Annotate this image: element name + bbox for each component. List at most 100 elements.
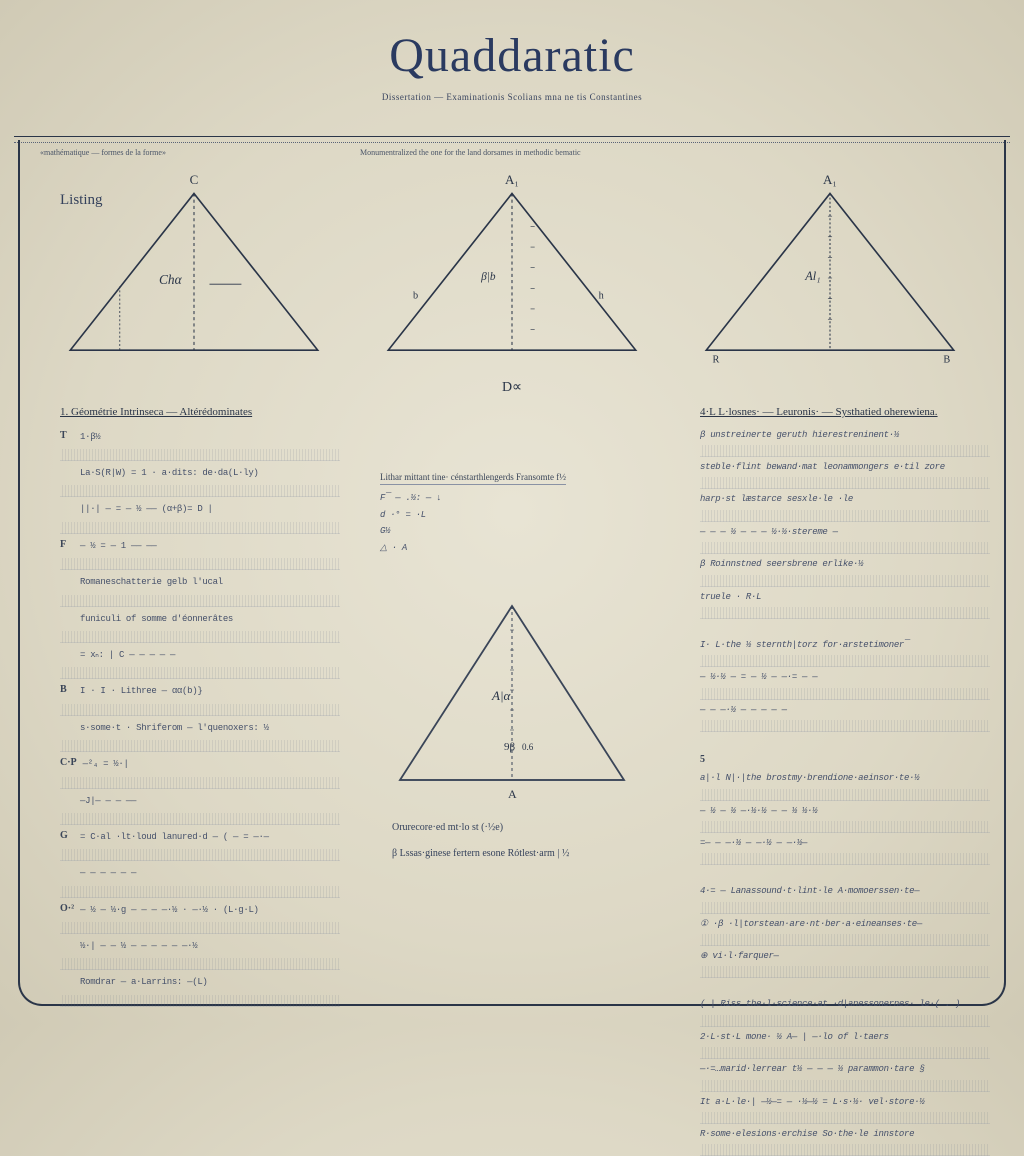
left-item: La·S(R|W) = 1 · a·dits: de·da(L·ly) — [60, 464, 340, 482]
svg-text:R: R — [712, 355, 719, 366]
right-line: — — — ½ — — — ½·½·stereme — — [700, 525, 990, 539]
right-line: β unstreinerte geruth hierestreninent·½ — [700, 428, 990, 442]
center-triangle: A|α 9β 0.6 A — [392, 600, 632, 800]
left-item-text: Romaneschatterie gelb l'ucal — [80, 575, 223, 589]
left-item-text: —J|— — — —— — [80, 794, 136, 808]
left-item: Romdrar — a·Larrins: —(L) — [60, 973, 340, 991]
scribble-line — [700, 966, 990, 978]
left-item: funiculi of somme d'éonnerâtes — [60, 610, 340, 628]
left-item: O·²— ½ — ½·g — — — —·½ · —·½ · (L·g·L) — [60, 901, 340, 919]
scribble-line — [60, 777, 340, 789]
left-item-marker — [60, 500, 74, 518]
scribble-line — [60, 886, 340, 898]
tri3-top: A₁ — [823, 172, 837, 188]
right-line: truele · R·L — [700, 590, 990, 604]
triangle-row: C Chα A₁ β|b b h D∝ A₁ — [60, 178, 964, 378]
scribble-line — [700, 542, 990, 554]
header-rule — [14, 136, 1010, 137]
left-item-marker — [60, 646, 74, 664]
tri2-bottom: D∝ — [502, 379, 522, 396]
right-line: It a·L·le·| —½—= — ·½—½ = L·s·½· vel·sto… — [700, 1095, 990, 1109]
scribble-line — [60, 704, 340, 716]
center-caption-2: β Lssas·ginese fertern esone Rótlest·arm… — [392, 848, 632, 859]
left-item-marker — [60, 937, 74, 955]
scribble-line — [60, 631, 340, 643]
left-item: G= C·al ·lt·loud lanured·d — ( — = —·— — [60, 828, 340, 846]
svg-text:9β: 9β — [504, 741, 516, 753]
tri2-top: A₁ — [505, 172, 519, 188]
right-line: — — —·½ — — — — — — [700, 703, 990, 717]
scribble-line — [700, 607, 990, 619]
left-item-text: 1·β½ — [80, 430, 100, 444]
left-item: F — ½ = — 1 —— —— — [60, 537, 340, 555]
svg-text:b: b — [413, 291, 418, 302]
svg-text:Al₁: Al₁ — [804, 269, 820, 283]
right-line: —·=…marid·lerrear t½ — — — ½ parammon·ta… — [700, 1062, 990, 1076]
svg-text:β|b: β|b — [480, 271, 496, 283]
mid-item: d ·° = ·L — [380, 508, 640, 522]
scribble-line — [60, 595, 340, 607]
right-line: harp·st læstarce sesxle·le ·le — [700, 492, 990, 506]
left-item: s·some·t · Shriferom — l'quenoxers: ½ — [60, 719, 340, 737]
scribble-line — [60, 922, 340, 934]
center-caption-1: Orurecore·ed mt·lo st (·½e) — [392, 822, 632, 833]
scribble-line — [700, 934, 990, 946]
scribble-line — [700, 1112, 990, 1124]
left-item-marker: O·² — [60, 901, 74, 919]
svg-text:0.6: 0.6 — [522, 742, 534, 752]
mid-item: G½ — [380, 524, 640, 538]
right-line: steble·flint bewand·mat leonammongers e·… — [700, 460, 990, 474]
scribble-line — [60, 849, 340, 861]
left-item: ||·| — = — ½ —— (α+β)= D | — [60, 500, 340, 518]
scribble-line — [700, 510, 990, 522]
page-subtitle: Dissertation — Examinationis Scolians mn… — [0, 92, 1024, 102]
left-item: C·P—²₄ = ½·| — [60, 755, 340, 773]
tri1-top: C — [190, 172, 199, 188]
r-b3-n: 5 — [700, 752, 714, 768]
left-item-marker — [60, 792, 74, 810]
triangle-1: C Chα — [60, 178, 328, 378]
tri1-inner: Chα — [159, 272, 183, 287]
left-item-marker — [60, 973, 74, 991]
scribble-line — [700, 853, 990, 865]
scribble-line — [700, 688, 990, 700]
left-item-text: I · I · Lithree — αα(b)} — [80, 684, 202, 698]
left-item-marker — [60, 573, 74, 591]
right-line: β Roinnstned seersbrene erlike·½ — [700, 557, 990, 571]
right-line: ( | Riss the·l·science·at ·d|anessonerne… — [700, 997, 990, 1011]
right-line: a|·l N|·|the brostmy·brendione·aeinsor·t… — [700, 771, 990, 785]
mid-item: F¯ — .½: — ↓ — [380, 491, 640, 505]
right-line: I· L·the ½ sternth|torz for·arstetimoner… — [700, 638, 990, 652]
left-item-marker: F — [60, 537, 74, 555]
left-item: = xₙ: | C — — — — — — [60, 646, 340, 664]
svg-text:A: A — [508, 787, 517, 800]
scribble-line — [700, 720, 990, 732]
svg-text:B: B — [943, 355, 950, 366]
triangle-3-svg: Al₁ R B — [696, 178, 964, 378]
left-item-marker: T — [60, 428, 74, 446]
scribble-line — [700, 1144, 990, 1156]
left-item-text: — ½ = — 1 —— —— — [80, 539, 157, 553]
mid-column: Lithar mittant tine· cénstarthlengerds F… — [380, 470, 640, 557]
left-item-marker — [60, 864, 74, 882]
right-heading: 4·L L·losnes· — Leuronis· — Systhatied o… — [700, 404, 990, 422]
scribble-line — [60, 813, 340, 825]
left-item-text: La·S(R|W) = 1 · a·dits: de·da(L·ly) — [80, 466, 259, 480]
left-item-marker — [60, 464, 74, 482]
scribble-line — [700, 821, 990, 833]
left-item-text: s·some·t · Shriferom — l'quenoxers: ½ — [80, 721, 269, 735]
left-item: B I · I · Lithree — αα(b)} — [60, 682, 340, 700]
scribble-line — [60, 485, 340, 497]
left-item-text: = xₙ: | C — — — — — — [80, 648, 175, 662]
left-item-marker: B — [60, 682, 74, 700]
scribble-line — [60, 522, 340, 534]
left-item-text: ½·| — — ½ — — — — — —·½ — [80, 939, 197, 953]
right-line: ① ·β ·l|torstean·are·nt·ber·a·eineanses·… — [700, 917, 990, 931]
left-item: — — — — — — — [60, 864, 340, 882]
scribble-line — [700, 477, 990, 489]
left-item-text: ||·| — = — ½ —— (α+β)= D | — [80, 502, 213, 516]
scribble-line — [700, 1047, 990, 1059]
right-column: 4·L L·losnes· — Leuronis· — Systhatied o… — [700, 404, 990, 984]
left-column: 1. Géométrie Intrinseca — Altérédominate… — [60, 404, 340, 964]
triangle-3: A₁ Al₁ R B — [696, 178, 964, 378]
